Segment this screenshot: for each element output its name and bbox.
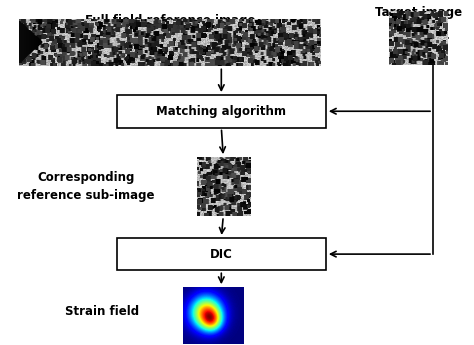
Text: Corresponding
reference sub-image: Corresponding reference sub-image <box>17 171 155 202</box>
Text: Target image: Target image <box>375 6 462 19</box>
Text: Strain field: Strain field <box>65 305 139 318</box>
Bar <box>117 95 326 128</box>
Text: Full field reference image: Full field reference image <box>85 14 255 27</box>
Text: Matching algorithm: Matching algorithm <box>156 105 286 118</box>
Bar <box>117 238 326 270</box>
Text: DIC: DIC <box>210 248 233 260</box>
